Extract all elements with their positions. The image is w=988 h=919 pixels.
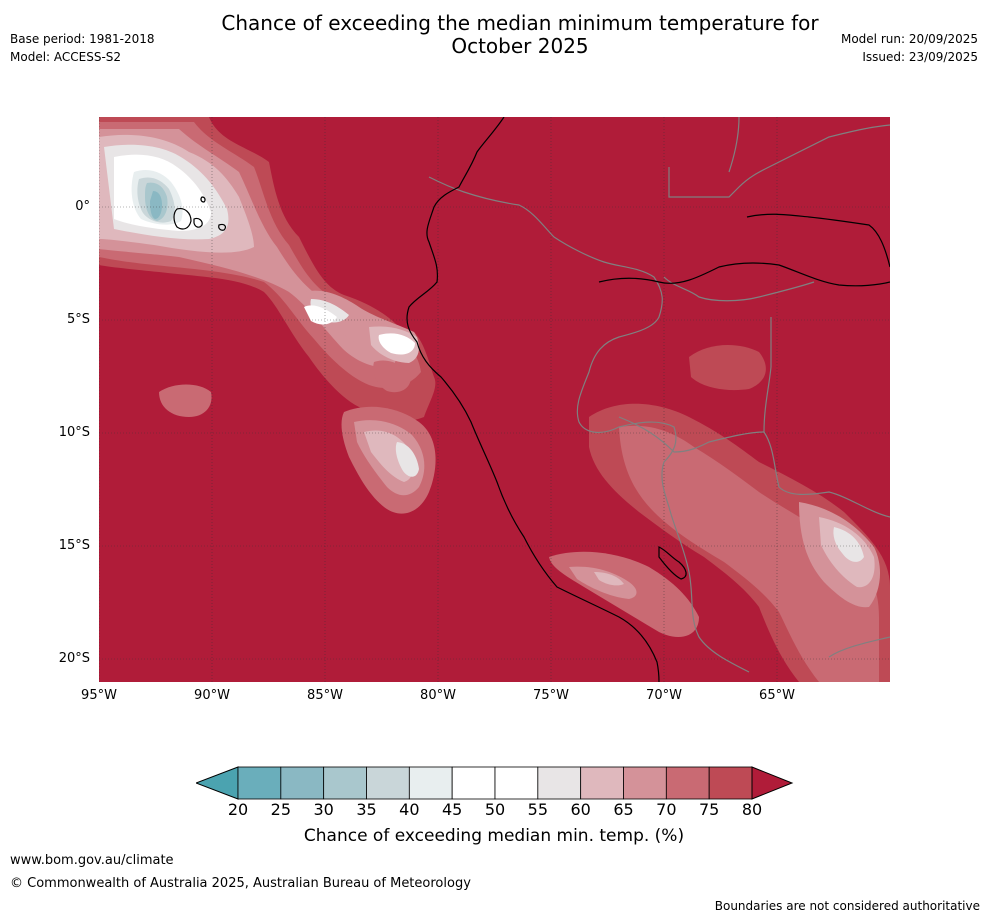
contour-50-piura <box>304 305 337 325</box>
lat-label-20s: 20°S <box>58 651 90 666</box>
colorbar-cell <box>665 766 710 800</box>
colorbar-cell <box>323 766 367 800</box>
contour-50-peru-coast <box>378 333 415 355</box>
lon-label-65w: 65°W <box>759 688 795 703</box>
contour-55-offshore-1 <box>395 442 419 477</box>
contour-70-offshore-2 <box>159 384 212 417</box>
lat-label-15s: 15°S <box>58 538 90 553</box>
lat-label-10s: 10°S <box>58 425 90 440</box>
colorbar-tick-label: 35 <box>356 800 377 819</box>
lon-label-80w: 80°W <box>420 688 456 703</box>
contour-70-amazon <box>619 425 879 682</box>
title-line-1: Chance of exceeding the median minimum t… <box>221 11 819 35</box>
metadata-left: Base period: 1981-2018 Model: ACCESS-S2 <box>10 30 155 66</box>
model-run-date: Model run: 20/09/2025 <box>840 32 978 46</box>
title-line-2: October 2025 <box>451 34 589 58</box>
metadata-right: Model run: 20/09/2025 Issued: 23/09/2025 <box>841 30 978 66</box>
colorbar-cell <box>623 766 667 800</box>
contour-55-amazon <box>833 527 864 562</box>
colorbar-tick-label: 60 <box>570 800 591 819</box>
graticule <box>99 117 890 682</box>
lat-label-5s: 5°S <box>66 312 90 327</box>
boundaries-footnote: Boundaries are not considered authoritat… <box>714 899 980 913</box>
contour-65-altiplano <box>569 566 637 599</box>
colorbar-tick-label: 65 <box>613 800 634 819</box>
map-title: Chance of exceeding the median minimum t… <box>0 12 988 58</box>
lon-label-95w: 95°W <box>81 688 117 703</box>
colorbar-tick-label: 75 <box>698 800 720 819</box>
colorbar-extend-high <box>751 766 794 800</box>
colorbar-extend-low <box>196 766 239 800</box>
colorbar-cell <box>366 766 410 800</box>
footer-url: www.bom.gov.au/climate <box>10 853 174 868</box>
colorbar-tick-label: 25 <box>270 800 291 819</box>
colorbar-cell <box>708 766 753 800</box>
probability-map <box>99 117 890 682</box>
colorbar-cell <box>280 766 325 800</box>
footer-copyright: © Commonwealth of Australia 2025, Austra… <box>10 876 471 891</box>
colorbar-cell <box>451 766 496 800</box>
lon-label-90w: 90°W <box>194 688 230 703</box>
galapagos-coast <box>173 208 192 230</box>
colorbar-tick-label: 20 <box>227 800 249 819</box>
colorbar-tick-label: 80 <box>741 800 763 819</box>
colorbar-tick-label: 55 <box>527 800 548 819</box>
lon-label-70w: 70°W <box>646 688 682 703</box>
contour-30-galapagos <box>150 191 162 219</box>
lon-label-85w: 85°W <box>307 688 343 703</box>
lon-label-75w: 75°W <box>533 688 569 703</box>
colorbar-tick-label: 45 <box>441 800 463 819</box>
colorbar-cell <box>537 766 582 800</box>
lat-label-0: 0° <box>75 199 90 214</box>
issued-date: Issued: 23/09/2025 <box>862 50 978 64</box>
model-name: Model: ACCESS-S2 <box>10 50 122 64</box>
contour-60-altiplano <box>594 572 624 586</box>
colorbar-label: Chance of exceeding median min. temp. (%… <box>303 826 685 846</box>
colorbar <box>196 766 794 800</box>
colorbar-tick-label: 70 <box>656 800 677 819</box>
colorbar-cell <box>580 766 624 800</box>
contour-75-bolivia <box>689 345 766 391</box>
colorbar-cell <box>494 766 539 800</box>
colorbar-cells <box>196 766 794 800</box>
colorbar-cell <box>408 766 453 800</box>
colorbar-tick-label: 40 <box>399 800 420 819</box>
colorbar-tick-label: 30 <box>313 800 334 819</box>
colorbar-cell <box>237 766 282 800</box>
country-borders <box>428 117 890 673</box>
colorbar-tick-label: 50 <box>484 800 506 819</box>
base-period: Base period: 1981-2018 <box>10 32 155 46</box>
contour-70-offshore-3 <box>373 360 411 393</box>
coastlines <box>173 117 890 682</box>
